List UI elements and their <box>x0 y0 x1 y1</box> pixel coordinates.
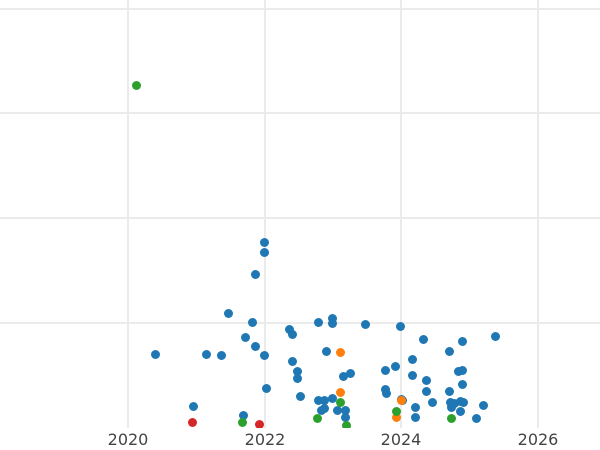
data-point-blue <box>458 397 468 407</box>
data-point-red <box>187 417 197 427</box>
data-point-blue <box>287 329 297 339</box>
data-point-green <box>237 417 247 427</box>
data-point-red <box>254 419 264 428</box>
data-point-blue <box>188 401 198 411</box>
data-point-blue <box>457 379 467 389</box>
data-point-blue <box>380 365 390 375</box>
data-point-blue <box>216 350 226 360</box>
data-point-blue <box>313 395 323 405</box>
data-point-blue <box>444 386 454 396</box>
data-point-green <box>391 406 401 416</box>
data-point-blue <box>223 308 233 318</box>
h-gridline <box>0 8 600 10</box>
data-point-blue <box>410 402 420 412</box>
x-tick-label: 2022 <box>244 430 286 449</box>
data-point-blue <box>240 332 250 342</box>
data-point-blue <box>259 247 269 257</box>
data-point-blue <box>395 321 405 331</box>
data-point-blue <box>261 383 271 393</box>
data-point-green <box>341 420 351 428</box>
v-gridline-2020 <box>127 0 129 428</box>
h-gridline <box>0 112 600 114</box>
data-point-blue <box>421 386 431 396</box>
data-point-green <box>312 413 322 423</box>
data-point-blue <box>410 412 420 422</box>
data-point-blue <box>427 397 437 407</box>
data-point-blue <box>327 393 337 403</box>
data-point-blue <box>150 349 160 359</box>
v-gridline-2024 <box>400 0 402 428</box>
data-point-blue <box>259 350 269 360</box>
h-gridline <box>0 217 600 219</box>
data-point-blue <box>345 368 355 378</box>
x-tick-label: 2020 <box>107 430 149 449</box>
data-point-orange <box>391 412 401 422</box>
data-point-blue <box>449 398 459 408</box>
v-gridline-2022 <box>264 0 266 428</box>
data-point-blue <box>457 365 467 375</box>
data-point-blue <box>444 346 454 356</box>
data-point-blue <box>338 371 348 381</box>
data-point-blue <box>471 413 481 423</box>
data-point-blue <box>292 373 302 383</box>
data-point-blue <box>390 361 400 371</box>
data-point-blue <box>327 318 337 328</box>
data-point-blue <box>250 341 260 351</box>
x-tick-label: 2026 <box>517 430 559 449</box>
data-point-blue <box>319 395 329 405</box>
data-point-blue <box>247 317 257 327</box>
data-point-blue <box>238 410 248 420</box>
data-point-blue <box>490 331 500 341</box>
data-point-blue <box>381 388 391 398</box>
data-point-blue <box>201 349 211 359</box>
data-point-blue <box>455 406 465 416</box>
data-point-blue <box>250 269 260 279</box>
data-point-blue <box>360 319 370 329</box>
data-point-blue <box>284 324 294 334</box>
data-point-blue <box>407 370 417 380</box>
x-tick-label: 2024 <box>380 430 422 449</box>
data-point-blue <box>259 237 269 247</box>
data-point-blue <box>287 356 297 366</box>
data-point-blue <box>292 366 302 376</box>
v-gridline-2026 <box>537 0 539 428</box>
data-point-orange <box>335 347 345 357</box>
data-point-orange <box>335 387 345 397</box>
data-point-blue <box>313 317 323 327</box>
data-point-blue <box>295 391 305 401</box>
data-point-blue <box>319 403 329 413</box>
data-point-blue <box>407 354 417 364</box>
data-point-blue <box>332 405 342 415</box>
scatter-plot-area <box>0 0 600 428</box>
data-point-green <box>446 413 456 423</box>
data-point-blue <box>478 400 488 410</box>
data-point-blue <box>321 346 331 356</box>
data-point-blue <box>418 334 428 344</box>
data-point-blue <box>457 336 467 346</box>
data-point-blue <box>340 405 350 415</box>
data-point-green <box>335 397 345 407</box>
data-point-blue <box>421 375 431 385</box>
data-point-blue <box>327 313 337 323</box>
h-gridline <box>0 322 600 324</box>
data-point-green <box>131 80 141 90</box>
data-point-orange <box>396 395 406 405</box>
data-point-blue <box>340 412 350 422</box>
